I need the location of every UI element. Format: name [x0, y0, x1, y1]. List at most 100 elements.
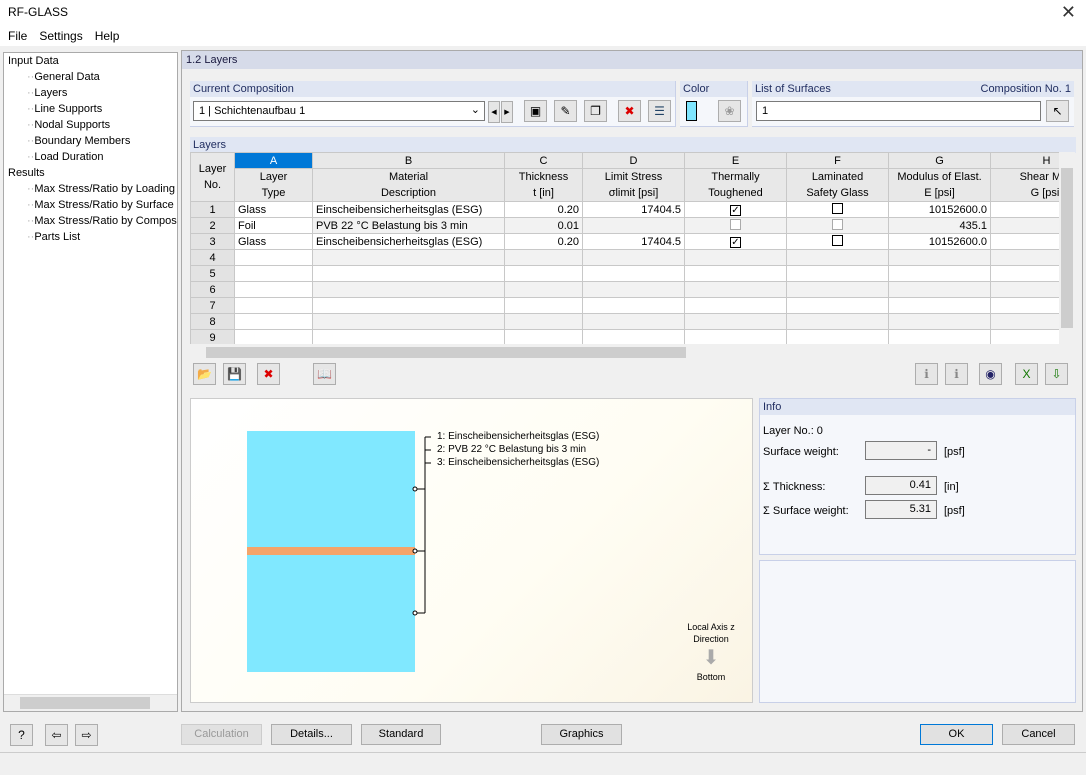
thickness-cell[interactable] — [504, 313, 583, 330]
info-icon[interactable]: ℹ — [915, 363, 938, 385]
laminated-cell[interactable] — [786, 281, 889, 298]
description-cell[interactable] — [312, 249, 505, 266]
column-letter[interactable]: A — [234, 152, 313, 169]
checkbox[interactable] — [832, 234, 843, 246]
thickness-cell[interactable]: 0.01 — [504, 217, 583, 234]
layer-type-cell[interactable] — [234, 281, 313, 298]
laminated-cell[interactable] — [786, 217, 889, 234]
pick-surfaces-icon[interactable]: ↖ — [1046, 100, 1069, 122]
table-row[interactable]: 9 — [190, 329, 1059, 344]
limit-stress-cell[interactable] — [582, 249, 685, 266]
calculation-button[interactable]: Calculation — [181, 724, 262, 745]
column-letter[interactable]: B — [312, 152, 505, 169]
layer-type-cell[interactable]: Foil — [234, 217, 313, 234]
table-row[interactable]: 1 Glass Einscheibensicherheitsglas (ESG)… — [190, 201, 1059, 218]
tree-item[interactable]: ··Layers — [27, 87, 68, 99]
thermally-toughened-cell[interactable] — [684, 297, 787, 314]
modulus-cell[interactable] — [888, 281, 991, 298]
modulus-cell[interactable]: 10152600.0 — [888, 201, 991, 218]
shear-modulus-cell[interactable] — [990, 313, 1059, 330]
modulus-cell[interactable]: 10152600.0 — [888, 233, 991, 250]
column-letter[interactable]: F — [786, 152, 889, 169]
laminated-cell[interactable] — [786, 201, 889, 218]
thermally-toughened-cell[interactable]: ✓ — [684, 233, 787, 250]
back-icon[interactable]: ⇦ — [45, 724, 68, 746]
shear-modulus-cell[interactable] — [990, 297, 1059, 314]
tree-scrollbar[interactable] — [4, 694, 177, 711]
thickness-cell[interactable] — [504, 265, 583, 282]
description-cell[interactable]: Einscheibensicherheitsglas (ESG) — [312, 233, 505, 250]
modulus-cell[interactable] — [888, 313, 991, 330]
description-cell[interactable]: Einscheibensicherheitsglas (ESG) — [312, 201, 505, 218]
tree-item[interactable]: Results — [4, 165, 177, 181]
shear-modulus-cell[interactable]: 412 — [990, 233, 1059, 250]
shear-modulus-cell[interactable] — [990, 217, 1059, 234]
checkbox[interactable]: ✓ — [730, 204, 741, 216]
thermally-toughened-cell[interactable] — [684, 329, 787, 344]
laminated-cell[interactable] — [786, 233, 889, 250]
description-cell[interactable]: PVB 22 °C Belastung bis 3 min — [312, 217, 505, 234]
shear-modulus-cell[interactable] — [990, 249, 1059, 266]
modulus-cell[interactable] — [888, 297, 991, 314]
limit-stress-cell[interactable]: 17404.5 — [582, 233, 685, 250]
limit-stress-cell[interactable] — [582, 313, 685, 330]
thickness-cell[interactable]: 0.20 — [504, 201, 583, 218]
copy-composition-icon[interactable]: ❐ — [584, 100, 607, 122]
shear-modulus-cell[interactable] — [990, 265, 1059, 282]
thickness-cell[interactable] — [504, 329, 583, 344]
tree-item[interactable]: ··Max Stress/Ratio by Surface — [27, 199, 174, 211]
shear-modulus-cell[interactable]: 412 — [990, 201, 1059, 218]
layer-type-cell[interactable] — [234, 265, 313, 282]
color-palette-icon[interactable]: ❀ — [718, 100, 741, 122]
thermally-toughened-cell[interactable] — [684, 313, 787, 330]
table-row[interactable]: 2 Foil PVB 22 °C Belastung bis 3 min 0.0… — [190, 217, 1059, 234]
column-letter[interactable]: E — [684, 152, 787, 169]
description-cell[interactable] — [312, 329, 505, 344]
layer-type-cell[interactable] — [234, 297, 313, 314]
prev-icon[interactable]: ◀ — [488, 101, 500, 123]
close-icon[interactable]: ✕ — [1060, 2, 1076, 22]
export-excel-icon[interactable]: X — [1015, 363, 1038, 385]
layer-type-cell[interactable] — [234, 249, 313, 266]
laminated-cell[interactable] — [786, 329, 889, 344]
description-cell[interactable] — [312, 281, 505, 298]
laminated-cell[interactable] — [786, 297, 889, 314]
delete-icon[interactable]: ✖ — [618, 100, 641, 122]
color-swatch[interactable] — [686, 101, 697, 121]
tree-item[interactable]: ··Boundary Members — [27, 135, 131, 147]
open-icon[interactable]: 📂 — [193, 363, 216, 385]
thermally-toughened-cell[interactable] — [684, 281, 787, 298]
view-icon[interactable]: ◉ — [979, 363, 1002, 385]
forward-icon[interactable]: ⇨ — [75, 724, 98, 746]
layer-type-cell[interactable] — [234, 329, 313, 344]
limit-stress-cell[interactable] — [582, 265, 685, 282]
limit-stress-cell[interactable] — [582, 329, 685, 344]
thermally-toughened-cell[interactable] — [684, 249, 787, 266]
modulus-cell[interactable]: 435.1 — [888, 217, 991, 234]
tree-item[interactable]: ··General Data — [27, 71, 100, 83]
thickness-cell[interactable] — [504, 249, 583, 266]
import-excel-icon[interactable]: ⇩ — [1045, 363, 1068, 385]
modulus-cell[interactable] — [888, 329, 991, 344]
ok-button[interactable]: OK — [920, 724, 993, 745]
table-row[interactable]: 7 — [190, 297, 1059, 314]
thermally-toughened-cell[interactable] — [684, 265, 787, 282]
column-letter[interactable]: D — [582, 152, 685, 169]
limit-stress-cell[interactable]: 17404.5 — [582, 201, 685, 218]
description-cell[interactable] — [312, 265, 505, 282]
description-cell[interactable] — [312, 313, 505, 330]
tree-item[interactable]: ··Parts List — [27, 231, 81, 243]
limit-stress-cell[interactable] — [582, 281, 685, 298]
table-row[interactable]: 8 — [190, 313, 1059, 330]
info-all-icon[interactable]: ℹ — [945, 363, 968, 385]
limit-stress-cell[interactable] — [582, 297, 685, 314]
modulus-cell[interactable] — [888, 249, 991, 266]
table-row[interactable]: 6 — [190, 281, 1059, 298]
checkbox[interactable]: ✓ — [730, 236, 741, 248]
cancel-button[interactable]: Cancel — [1002, 724, 1075, 745]
horizontal-scrollbar[interactable] — [190, 344, 1075, 361]
tree-item[interactable]: ··Nodal Supports — [27, 119, 111, 131]
menu-help[interactable]: Help — [94, 29, 120, 43]
thickness-cell[interactable] — [504, 281, 583, 298]
column-letter[interactable]: H — [990, 152, 1059, 169]
